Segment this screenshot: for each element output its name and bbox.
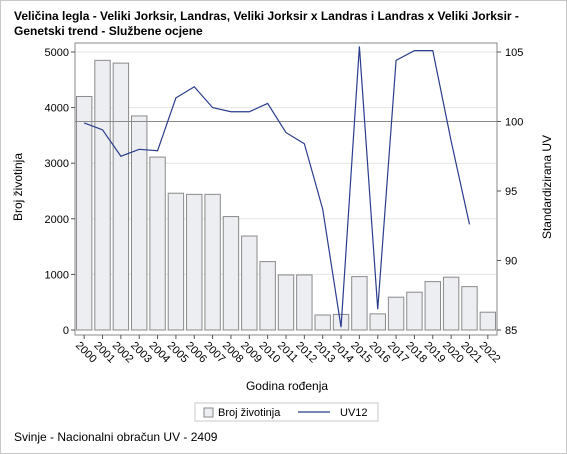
y-tick-label: 3000 bbox=[45, 158, 69, 170]
chart-subtitle: Genetski trend - Službene ocjene bbox=[14, 24, 203, 38]
bar bbox=[351, 276, 368, 331]
bar bbox=[406, 291, 423, 331]
bar bbox=[479, 311, 497, 331]
y2-tick-label: 90 bbox=[505, 256, 517, 268]
uv-line-series bbox=[83, 46, 471, 328]
x-axis-label: Godina rođenja bbox=[246, 379, 328, 393]
bar bbox=[461, 286, 478, 331]
legend: Broj životinja UV12 bbox=[194, 402, 379, 422]
chart-footnote: Svinje - Nacionalni obračun UV - 2409 bbox=[14, 430, 218, 444]
legend-bar-label: Broj životinja bbox=[218, 407, 281, 419]
chart-title: Veličina legla - Veliki Jorksir, Landras… bbox=[14, 9, 519, 23]
bar bbox=[94, 59, 111, 331]
y-axis-ticks: 0 1000 2000 3000 4000 5000 bbox=[45, 47, 75, 337]
y2-tick-label: 100 bbox=[505, 117, 523, 129]
bar bbox=[75, 95, 93, 331]
y2-tick-label: 95 bbox=[505, 186, 517, 198]
bar bbox=[442, 276, 460, 331]
bar bbox=[112, 62, 130, 331]
y2-tick-label: 105 bbox=[505, 47, 523, 59]
y2-axis-ticks: 85 90 95 100 105 bbox=[497, 47, 523, 337]
bar bbox=[277, 274, 295, 331]
bar bbox=[131, 115, 148, 331]
x-axis-ticks: 2000200120022003200420052006200720082009… bbox=[73, 335, 503, 365]
y2-tick-label: 85 bbox=[505, 325, 517, 337]
y2-axis-label: Standardizirana UV bbox=[540, 135, 554, 239]
bar bbox=[314, 314, 331, 331]
y-tick-label: 1000 bbox=[45, 269, 69, 281]
bar bbox=[369, 313, 386, 331]
legend-frame bbox=[194, 402, 379, 422]
bar bbox=[186, 193, 203, 331]
y-tick-label: 2000 bbox=[45, 214, 69, 226]
bar bbox=[296, 274, 313, 331]
bar bbox=[167, 192, 185, 331]
y-tick-label: 5000 bbox=[45, 47, 69, 59]
bar bbox=[387, 296, 405, 331]
bar bbox=[241, 235, 258, 331]
y-tick-label: 4000 bbox=[45, 103, 69, 115]
y-axis-label: Broj životinja bbox=[11, 153, 25, 221]
bar bbox=[149, 156, 166, 331]
bar bbox=[222, 216, 240, 331]
legend-line-label: UV12 bbox=[340, 407, 368, 419]
legend-bar-swatch bbox=[203, 407, 214, 418]
bar bbox=[259, 261, 276, 331]
y-tick-label: 0 bbox=[63, 325, 69, 337]
bar bbox=[204, 193, 221, 331]
bar-series bbox=[75, 59, 497, 331]
bar bbox=[424, 281, 441, 331]
